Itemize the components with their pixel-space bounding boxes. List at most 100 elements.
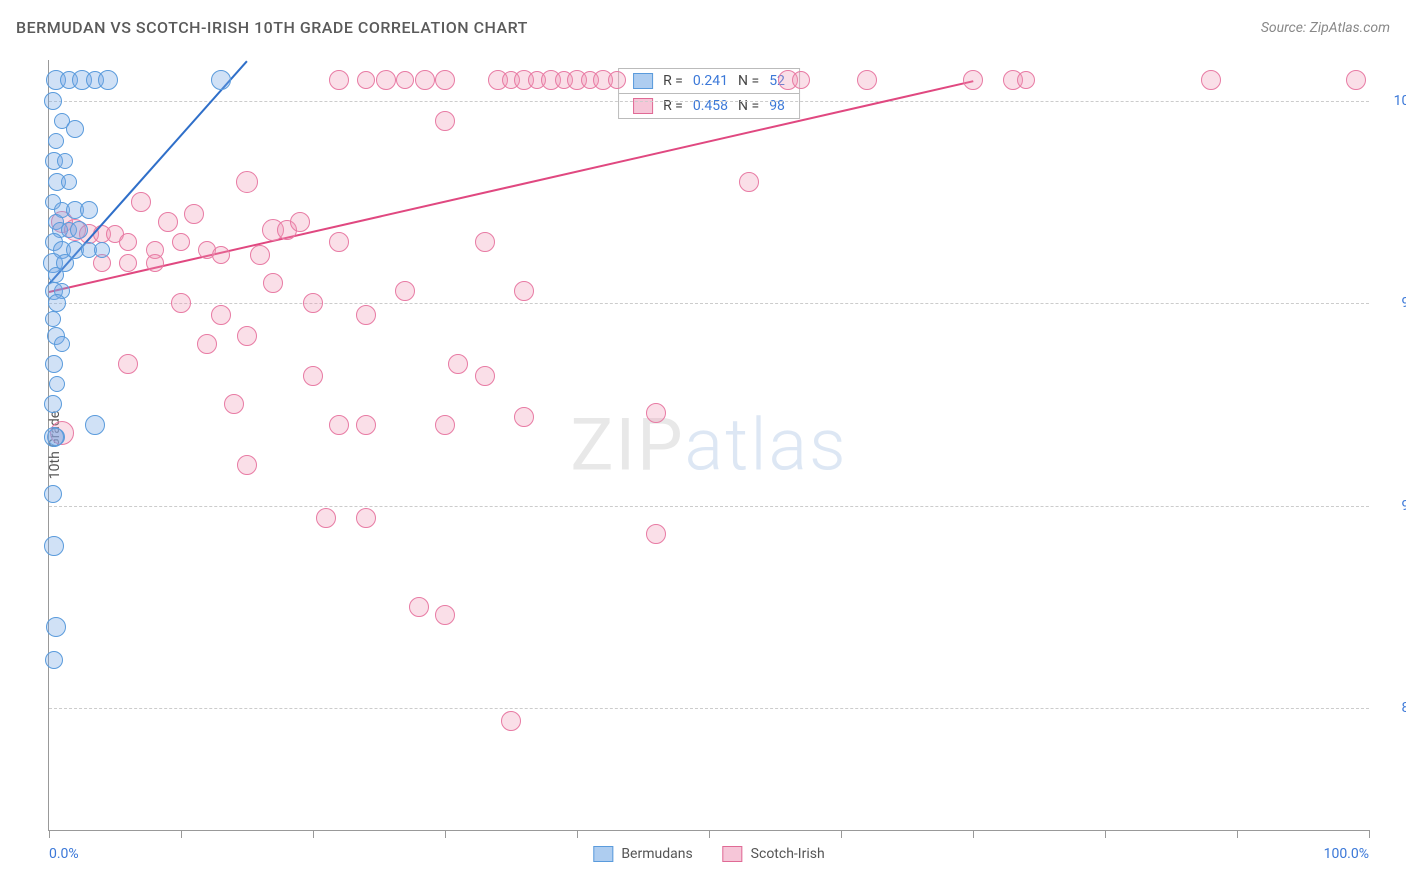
scotch-irish-point	[1346, 70, 1366, 90]
correlation-legend: R =0.241N =52R =0.458N =98	[618, 68, 800, 119]
legend-series-item: Scotch-Irish	[723, 846, 825, 862]
chart-title: BERMUDAN VS SCOTCH-IRISH 10TH GRADE CORR…	[16, 18, 528, 37]
scotch-irish-point	[514, 407, 534, 427]
xtick	[577, 830, 578, 838]
bermudans-point	[48, 133, 64, 149]
bermudans-point	[85, 415, 105, 435]
xtick	[313, 830, 314, 838]
scotch-irish-point	[119, 233, 137, 251]
ytick-label: 85.0%	[1379, 700, 1406, 716]
scotch-irish-point	[501, 711, 521, 731]
series-legend: Bermudans Scotch-Irish	[593, 846, 824, 862]
ytick-label: 100.0%	[1379, 93, 1406, 109]
scotch-irish-point	[646, 403, 666, 423]
bermudans-point	[44, 485, 62, 503]
bermudans-point	[98, 70, 118, 90]
bermudans-point	[45, 311, 61, 327]
scotch-irish-point	[212, 246, 230, 264]
scotch-irish-point	[303, 366, 323, 386]
xtick	[1237, 830, 1238, 838]
scotch-irish-point	[857, 70, 877, 90]
scotch-irish-point	[435, 111, 455, 131]
scotch-irish-point	[792, 71, 810, 89]
bermudans-point	[70, 221, 88, 239]
plot-area: 10th Grade 0.0% 100.0% ZIPatlas R =0.241…	[48, 60, 1369, 831]
bermudans-point	[48, 267, 64, 283]
bermudans-point	[49, 376, 65, 392]
legend-n-label: N =	[738, 73, 759, 89]
legend-row: R =0.458N =98	[619, 94, 799, 118]
scotch-irish-point	[197, 334, 217, 354]
gridline	[49, 506, 1369, 507]
xtick	[49, 830, 50, 838]
bermudans-point	[94, 242, 110, 258]
scotch-irish-point	[1201, 70, 1221, 90]
ytick-label: 95.0%	[1379, 295, 1406, 311]
scotch-irish-point	[329, 70, 349, 90]
legend-r-label: R =	[663, 73, 683, 89]
scotch-irish-point	[356, 305, 376, 325]
scotch-irish-point	[435, 605, 455, 625]
ytick-label: 90.0%	[1379, 498, 1406, 514]
scotch-irish-point	[329, 232, 349, 252]
scotch-irish-point	[357, 71, 375, 89]
bermudans-point	[80, 201, 98, 219]
scotch-irish-point	[172, 233, 190, 251]
gridline	[49, 303, 1369, 304]
xtick	[973, 830, 974, 838]
xaxis-min-label: 0.0%	[49, 846, 79, 862]
scotch-irish-point	[356, 508, 376, 528]
scotch-irish-point	[1017, 71, 1035, 89]
xtick	[181, 830, 182, 838]
scotch-irish-point	[146, 254, 164, 272]
gridline	[49, 101, 1369, 102]
legend-r-value: 0.241	[693, 73, 728, 89]
scotch-irish-point	[415, 70, 435, 90]
scotch-irish-point	[475, 232, 495, 252]
watermark-atlas: atlas	[685, 403, 848, 488]
scotch-irish-point	[409, 597, 429, 617]
scotch-irish-point	[236, 171, 258, 193]
bermudans-point	[61, 174, 77, 190]
scotch-irish-point	[184, 204, 204, 224]
scotch-irish-point	[158, 212, 178, 232]
scotch-irish-point	[475, 366, 495, 386]
scotch-irish-point	[303, 293, 323, 313]
scotch-irish-point	[376, 70, 396, 90]
scotch-irish-point	[435, 70, 455, 90]
scotch-irish-point	[356, 415, 376, 435]
xtick	[1369, 830, 1370, 838]
scotch-irish-point	[608, 71, 626, 89]
bermudans-point	[44, 92, 62, 110]
scotch-irish-point	[435, 415, 455, 435]
scotch-irish-point	[395, 281, 415, 301]
gridline	[49, 708, 1369, 709]
scotch-irish-point	[329, 415, 349, 435]
scotch-irish-point	[250, 245, 270, 265]
xtick	[445, 830, 446, 838]
scotch-irish-point	[119, 254, 137, 272]
scotch-irish-point	[237, 326, 257, 346]
bermudans-point	[44, 536, 64, 556]
scotch-irish-point	[514, 281, 534, 301]
scotch-irish-point	[646, 524, 666, 544]
legend-swatch	[593, 846, 613, 862]
scotch-irish-point	[290, 212, 310, 232]
scotch-irish-point	[396, 71, 414, 89]
scotch-irish-point	[171, 293, 191, 313]
legend-series-item: Bermudans	[593, 846, 692, 862]
bermudans-point	[211, 70, 231, 90]
bermudans-point	[44, 427, 64, 447]
watermark-zip: ZIP	[570, 403, 684, 488]
bermudans-point	[46, 617, 66, 637]
bermudans-point	[45, 355, 63, 373]
scotch-irish-point	[263, 273, 283, 293]
bermudans-point	[57, 153, 73, 169]
bermudans-point	[66, 120, 84, 138]
xtick	[709, 830, 710, 838]
scotch-irish-point	[118, 354, 138, 374]
bermudans-point	[45, 651, 63, 669]
legend-swatch	[723, 846, 743, 862]
bermudans-point	[54, 336, 70, 352]
legend-series-label: Scotch-Irish	[751, 846, 825, 862]
